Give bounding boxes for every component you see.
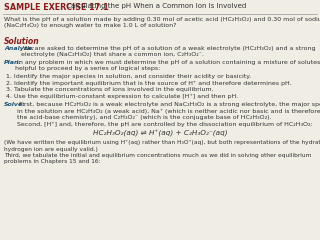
Text: 3. Tabulate the concentrations of ions involved in the equilibrium.: 3. Tabulate the concentrations of ions i… — [6, 87, 214, 92]
Text: HC₂H₃O₂(aq) ⇌ H⁺(aq) + C₂H₃O₂⁻(aq): HC₂H₃O₂(aq) ⇌ H⁺(aq) + C₂H₃O₂⁻(aq) — [93, 130, 227, 137]
Text: 1. Identify the major species in solution, and consider their acidity or basicit: 1. Identify the major species in solutio… — [6, 74, 251, 79]
Text: Plan:: Plan: — [4, 60, 22, 65]
Text: (We have written the equilibrium using H⁺(aq) rather than H₃O⁺(aq), but both rep: (We have written the equilibrium using H… — [4, 140, 320, 164]
Text: 2. Identify the important equilibrium that is the source of H⁺ and therefore det: 2. Identify the important equilibrium th… — [6, 80, 292, 86]
Text: Analyze:: Analyze: — [4, 46, 34, 51]
Text: In any problem in which we must determine the pH of a solution containing a mixt: In any problem in which we must determin… — [15, 60, 320, 72]
Text: Solution: Solution — [4, 37, 40, 46]
Text: Solve:: Solve: — [4, 102, 26, 107]
Text: SAMPLE EXERCISE 17.1: SAMPLE EXERCISE 17.1 — [4, 3, 109, 12]
Text: We are asked to determine the pH of a solution of a weak electrolyte (HC₂H₃O₂) a: We are asked to determine the pH of a so… — [21, 46, 316, 57]
Text: First, because HC₂H₃O₂ is a weak electrolyte and NaC₂H₃O₂ is a strong electrolyt: First, because HC₂H₃O₂ is a weak electro… — [17, 102, 320, 127]
Text: 4. Use the equilibrium-constant expression to calculate [H⁺] and then pH.: 4. Use the equilibrium-constant expressi… — [6, 94, 238, 99]
Text: What is the pH of a solution made by adding 0.30 mol of acetic acid (HC₂H₃O₂) an: What is the pH of a solution made by add… — [4, 17, 320, 28]
Text: Calculating the pH When a Common Ion Is Involved: Calculating the pH When a Common Ion Is … — [64, 3, 246, 9]
